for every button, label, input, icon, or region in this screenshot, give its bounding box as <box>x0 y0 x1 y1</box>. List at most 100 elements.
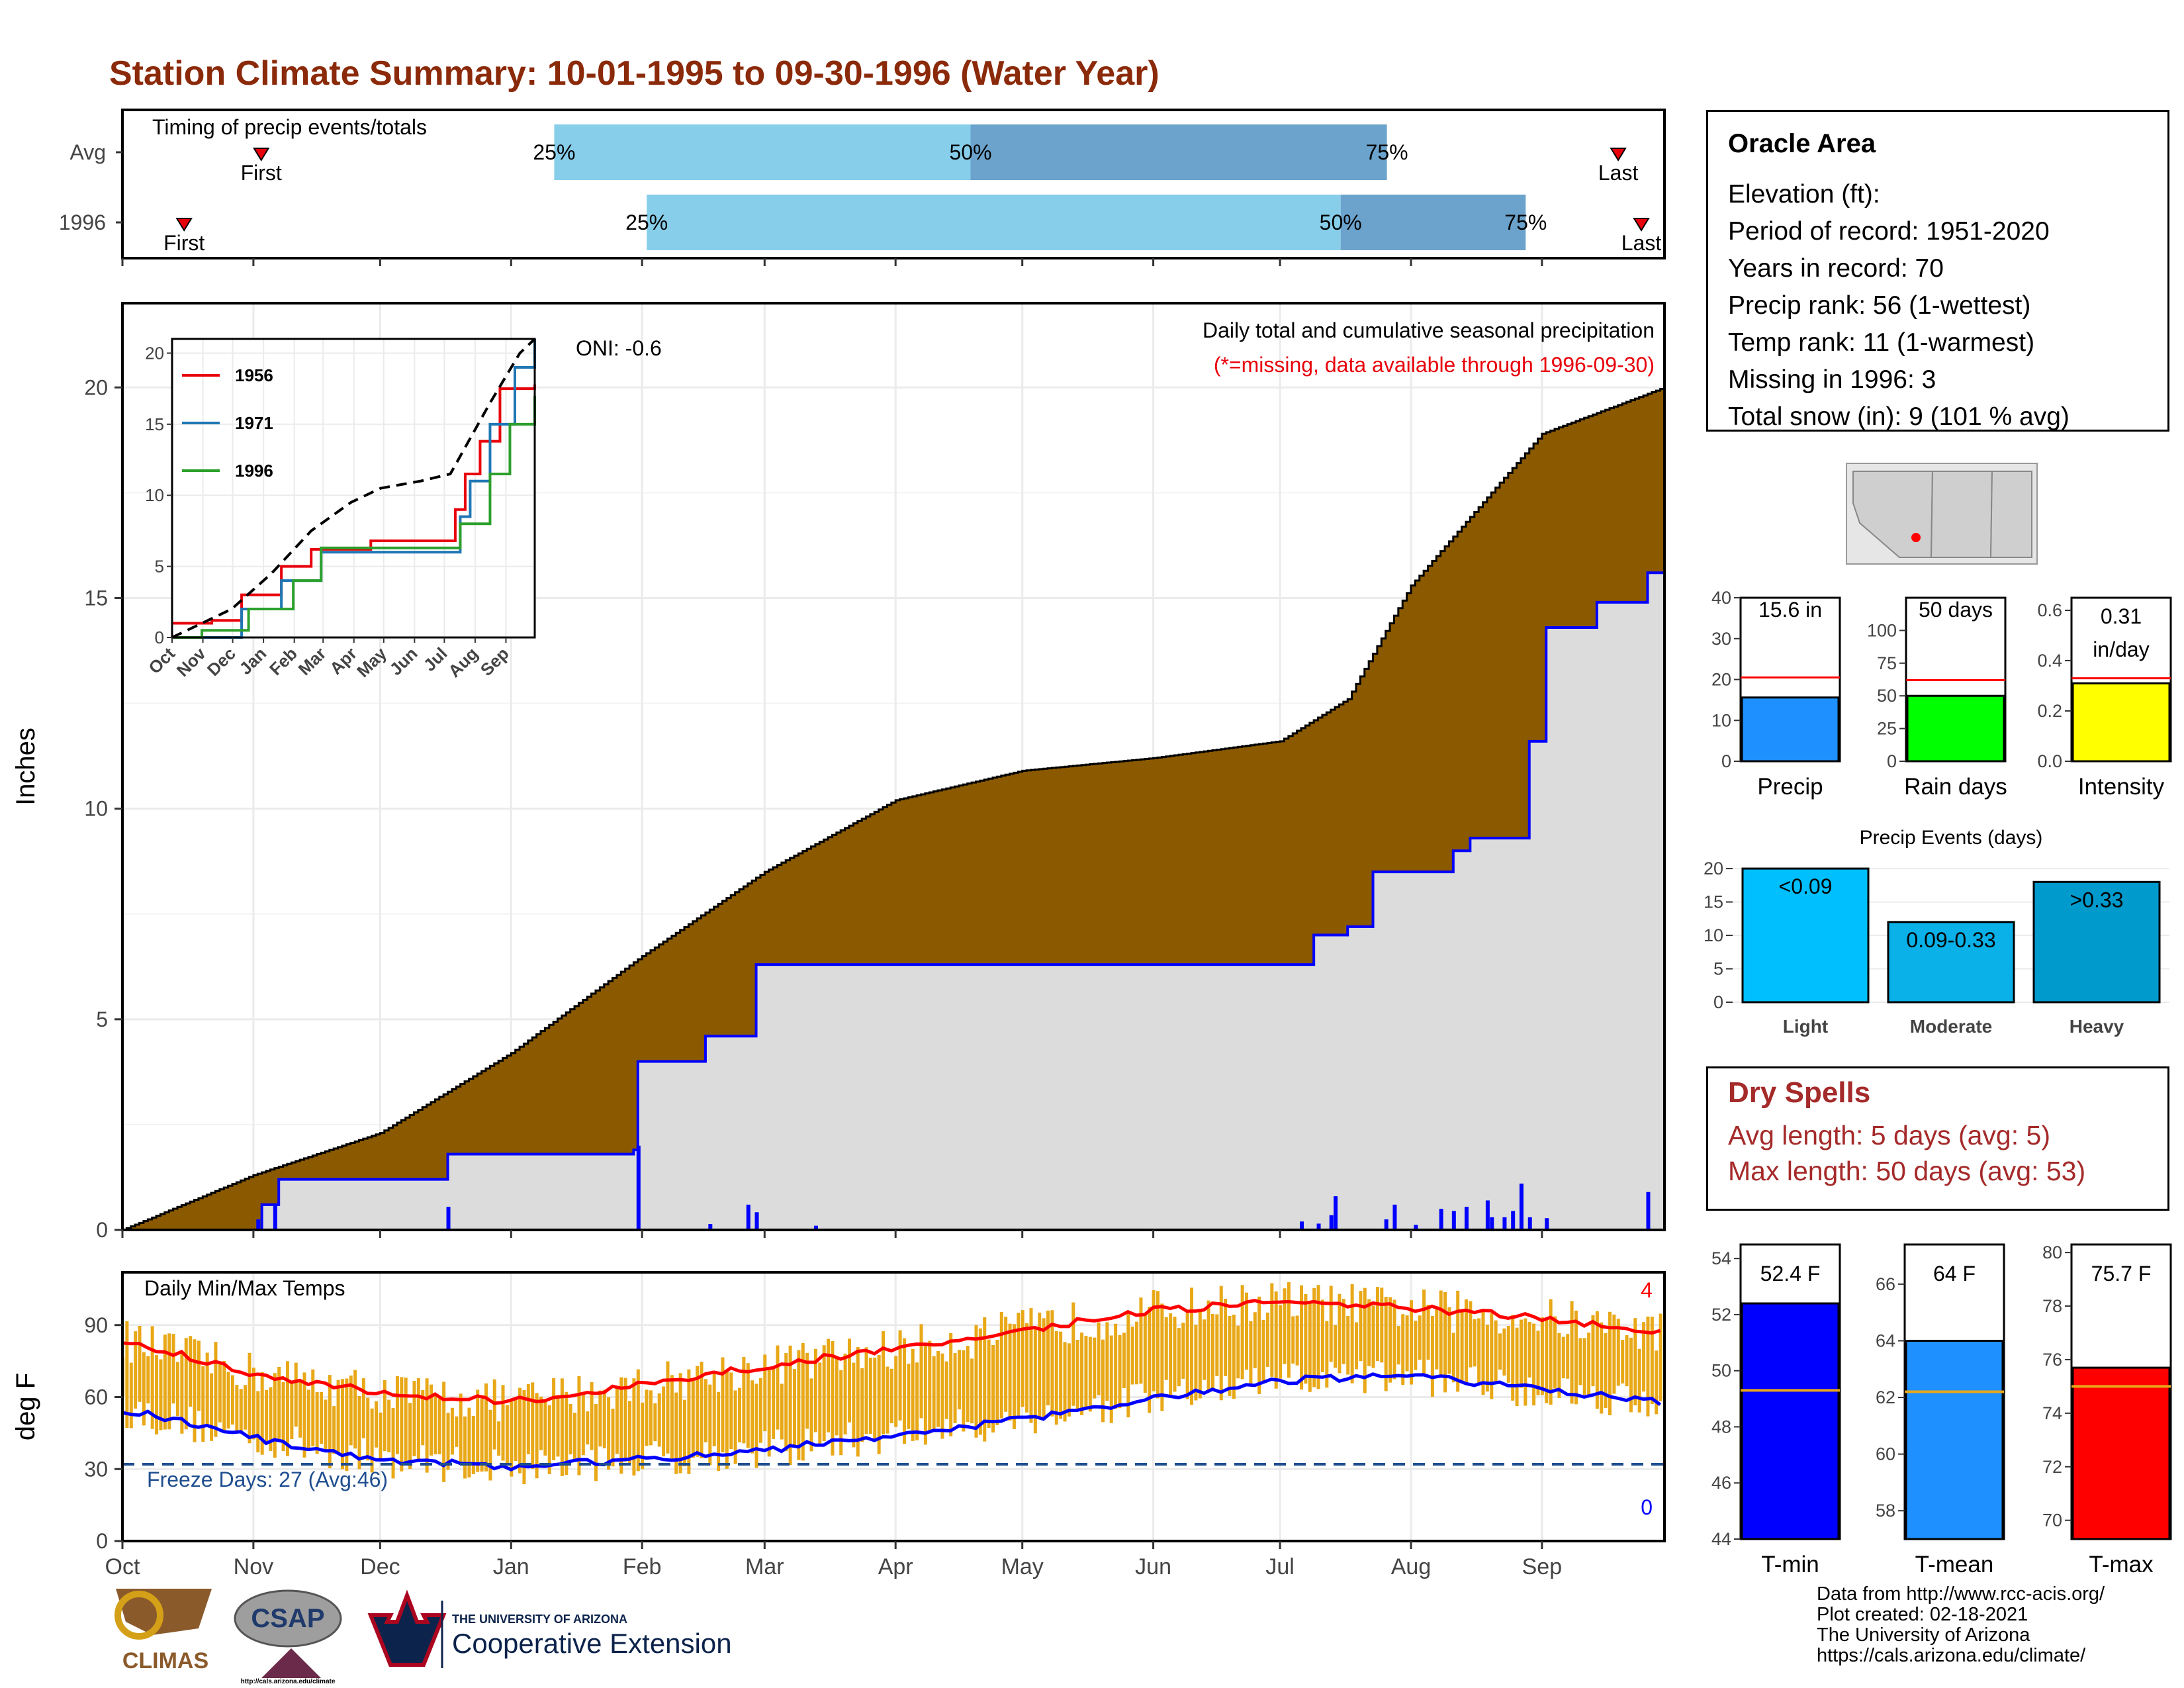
map-station-marker <box>1911 533 1921 542</box>
csap-logo-cloud <box>234 1589 342 1648</box>
dry-spells-title: Dry Spells <box>1728 1076 1871 1109</box>
precip-daily-bar <box>1646 1192 1651 1230</box>
timing-label: Timing of precip events/totals <box>152 115 427 139</box>
precip-daily-bar <box>636 1145 641 1230</box>
mini-precip-ytick-label: 50 <box>1877 686 1897 706</box>
temp-avg-min <box>122 1372 1662 1472</box>
precip-daily-bar <box>1300 1221 1304 1230</box>
timing-first-marker <box>252 148 270 162</box>
mini-precip-value: 50 days <box>1919 598 1993 622</box>
inset-legend-label: 1996 <box>235 461 273 481</box>
climas-logo-shape <box>116 1589 212 1635</box>
timing-bar-late <box>1340 195 1526 250</box>
precip-ytick-label: 20 <box>84 375 108 399</box>
footer-credits: Data from http://www.rcc-acis.org/ Plot … <box>1817 1584 2105 1666</box>
map-state-arizona <box>1930 471 1993 558</box>
footer-line-org: The University of Arizona <box>1817 1624 2030 1646</box>
precip-frame <box>121 302 1666 1231</box>
precip-ytick-label: 0 <box>96 1218 108 1242</box>
mini-temp-ytick-label: 64 <box>1876 1331 1895 1350</box>
info-precip-rank: Precip rank: 56 (1-wettest) <box>1728 291 2031 320</box>
mini-temp-bar <box>1741 1302 1840 1540</box>
precip-daily-bar <box>1451 1211 1456 1230</box>
precip-daily-bar <box>754 1212 759 1230</box>
timing-first-label: First <box>241 161 282 185</box>
logo-strip: CLIMAS CSAP http://cals.arizona.edu/climat… <box>114 1589 732 1685</box>
mini-precip-ytick-label: 0 <box>1721 751 1731 771</box>
mini-temp-ytick-label: 46 <box>1711 1473 1731 1493</box>
footer-line-url: https://cals.arizona.edu/climate/ <box>1817 1645 2086 1666</box>
mini-precip-bar <box>1906 694 2005 763</box>
mini-precip-value-unit: in/day <box>2093 637 2149 661</box>
inset-ytick-label: 10 <box>145 485 164 505</box>
climas-logo-text: CLIMAS <box>122 1648 208 1673</box>
station-location-map <box>1846 463 2038 565</box>
events-ytick-label: 20 <box>1704 859 1723 878</box>
precip-daily-bar <box>813 1225 818 1230</box>
mini-temp-ytick-label: 54 <box>1711 1248 1731 1268</box>
mini-temp-bar <box>1905 1339 2004 1540</box>
csap-logo-text: CSAP <box>251 1604 324 1633</box>
precip-observed-fill <box>122 573 1664 1230</box>
ua-logo-mark <box>367 1589 447 1667</box>
inset-ytick-label: 15 <box>145 414 164 434</box>
precip-ytick-label: 15 <box>84 586 108 610</box>
temp-count-top: 4 <box>1641 1278 1653 1302</box>
mini-temp-ytick-label: 44 <box>1711 1529 1731 1549</box>
precip-daily-bar <box>1329 1215 1334 1230</box>
timing-last-marker <box>1610 148 1627 162</box>
info-period: Period of record: 1951-2020 <box>1728 217 2050 246</box>
mini-temp-label: T-max <box>2089 1552 2154 1577</box>
month-axis: Oct Nov Dec Jan Feb Mar Apr May Jun Jul Aug Sep <box>105 1230 1562 1579</box>
csap-logo-mountain <box>261 1648 321 1678</box>
info-elevation: Elevation (ft): <box>1728 180 1880 209</box>
precip-ytick-label: 5 <box>96 1008 108 1031</box>
inset-legend-label: 1956 <box>235 365 273 385</box>
month-label: Aug <box>1391 1554 1432 1579</box>
month-label: Feb <box>623 1554 662 1579</box>
mini-temp-label: T-min <box>1761 1552 1819 1577</box>
events-bar <box>1887 921 2015 1004</box>
mini-precip-label: Rain days <box>1904 774 2007 800</box>
events-category-label: Light <box>1783 1016 1828 1037</box>
precip-daily-bar <box>273 1205 277 1230</box>
mini-precip-ytick-label: 0.6 <box>2037 600 2062 620</box>
month-label: May <box>1001 1554 1044 1579</box>
mini-precip-ytick-label: 0 <box>1887 751 1897 771</box>
info-snow: Total snow (in): 9 (101 % avg) <box>1728 402 2070 431</box>
timing-panel: Timing of precip events/totals Avg 25% 50% 7… <box>59 109 1666 266</box>
mini-temp-charts: 44 46 48 50 52 54 52.4 F T-min 58 60 62 64 66 64 F T-m… <box>1711 1243 2172 1577</box>
timing-p25-label: 25% <box>533 140 575 164</box>
info-years: Years in record: 70 <box>1728 254 1944 283</box>
precip-daily-bar <box>1334 1196 1338 1230</box>
precip-ytick-label: 10 <box>84 797 108 821</box>
station-name: Oracle Area <box>1728 129 1876 158</box>
mini-temp-ytick-label: 66 <box>1876 1274 1895 1294</box>
mini-temp-ytick-label: 52 <box>1711 1305 1731 1325</box>
mini-temp-ytick-label: 62 <box>1876 1387 1895 1407</box>
mini-precip-ytick-label: 100 <box>1867 620 1897 640</box>
mini-precip-ytick-label: 25 <box>1877 719 1897 739</box>
mini-precip-ytick-label: 40 <box>1711 588 1731 608</box>
timing-p75-label: 75% <box>1504 211 1547 234</box>
precip-title: Daily total and cumulative seasonal prec… <box>1203 318 1655 342</box>
timing-bar-early <box>554 124 971 180</box>
temp-count-bottom: 0 <box>1641 1495 1653 1519</box>
precip-daily-bar <box>1439 1209 1443 1230</box>
mini-precip-bar <box>1741 696 1840 763</box>
events-ytick-label: 15 <box>1704 892 1723 912</box>
mini-precip-value: 0.31 <box>2101 604 2142 628</box>
timing-row-label: 1996 <box>59 211 106 234</box>
timing-p75-label: 75% <box>1366 140 1408 164</box>
precip-daily-bar <box>708 1224 713 1230</box>
temp-ylabel: deg F <box>11 1373 40 1440</box>
events-bar <box>2032 880 2161 1004</box>
timing-first-marker <box>175 218 193 232</box>
info-temp-rank: Temp rank: 11 (1-warmest) <box>1728 328 2035 357</box>
mini-precip-ytick-label: 10 <box>1711 710 1731 730</box>
inset-ytick-label: 20 <box>145 343 164 363</box>
precip-events-chart: Precip Events (days) <0.09 Light 0.09-0.33 M… <box>1704 827 2169 1037</box>
month-label: Dec <box>360 1554 400 1579</box>
timing-p50-label: 50% <box>949 140 991 164</box>
